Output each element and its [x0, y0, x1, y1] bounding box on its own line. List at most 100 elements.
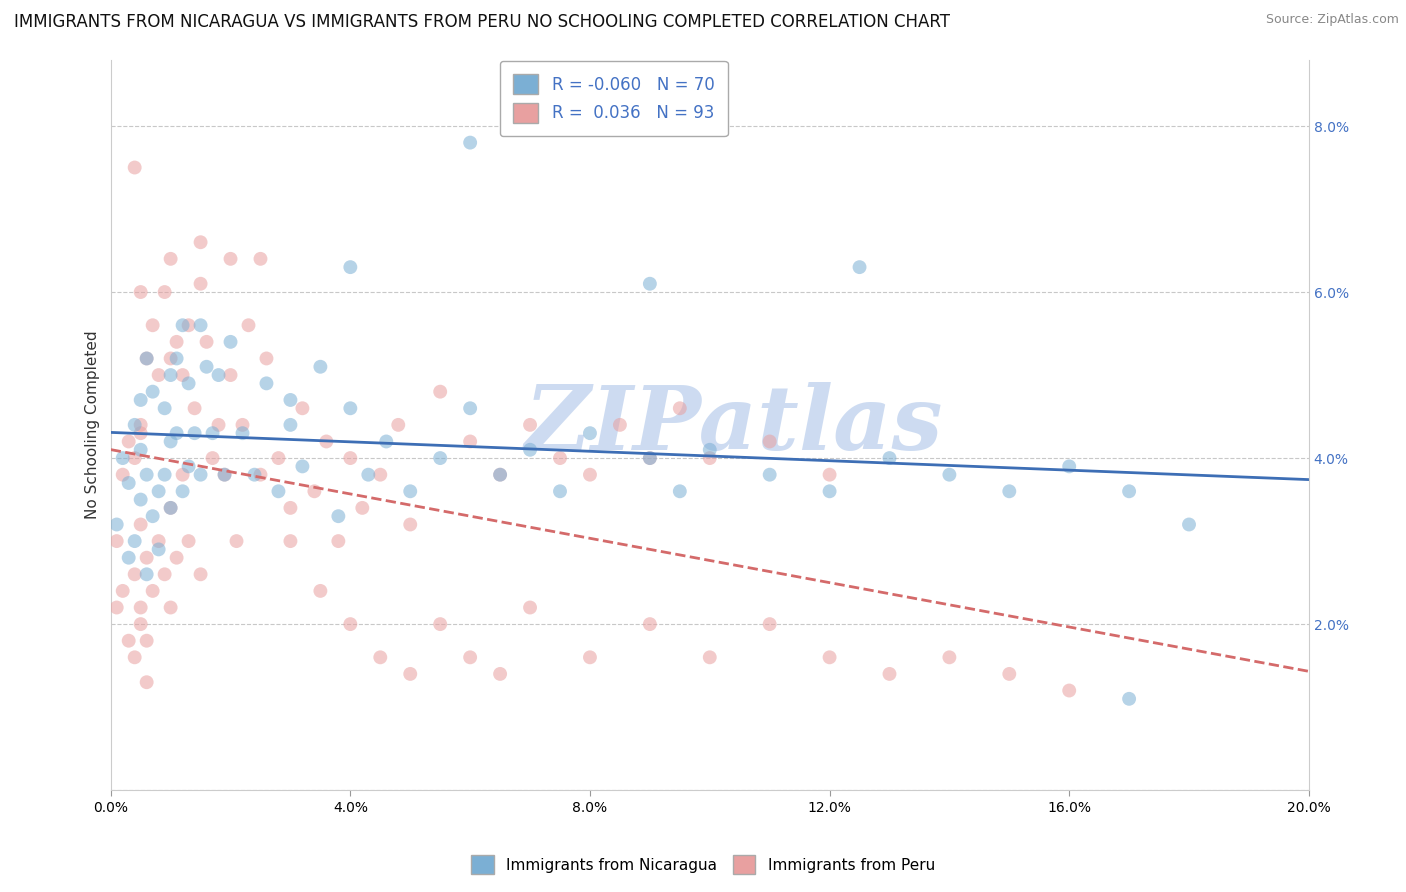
Point [1118, 691, 1140, 706]
Point [129, 442, 152, 457]
Text: IMMIGRANTS FROM NICARAGUA VS IMMIGRANTS FROM PERU NO SCHOOLING COMPLETED CORRELA: IMMIGRANTS FROM NICARAGUA VS IMMIGRANTS … [14, 13, 950, 31]
Point [190, 567, 212, 582]
Point [148, 484, 170, 499]
Point [339, 451, 361, 466]
Point [159, 351, 181, 366]
Point [328, 534, 350, 549]
Legend: Immigrants from Nicaragua, Immigrants from Peru: Immigrants from Nicaragua, Immigrants fr… [465, 849, 941, 880]
Point [153, 467, 176, 482]
Point [818, 650, 841, 665]
Point [219, 252, 242, 266]
Point [148, 368, 170, 382]
Legend: R = -0.060   N = 70, R =  0.036   N = 93: R = -0.060 N = 70, R = 0.036 N = 93 [501, 61, 728, 136]
Point [256, 351, 278, 366]
Point [399, 667, 422, 681]
Point [879, 667, 901, 681]
Point [339, 401, 361, 416]
Point [548, 484, 571, 499]
Point [135, 550, 157, 565]
Point [153, 567, 176, 582]
Point [135, 675, 157, 690]
Point [938, 650, 960, 665]
Point [177, 318, 200, 333]
Point [879, 451, 901, 466]
Point [291, 401, 314, 416]
Point [219, 334, 242, 349]
Point [548, 451, 571, 466]
Point [195, 334, 218, 349]
Point [699, 650, 721, 665]
Point [190, 235, 212, 250]
Point [135, 351, 157, 366]
Point [142, 509, 165, 524]
Point [159, 252, 181, 266]
Point [699, 451, 721, 466]
Point [118, 550, 141, 565]
Point [519, 600, 541, 615]
Point [153, 401, 176, 416]
Point [166, 351, 188, 366]
Point [124, 534, 146, 549]
Point [238, 318, 260, 333]
Point [111, 467, 134, 482]
Point [280, 392, 302, 407]
Point [105, 534, 128, 549]
Point [105, 600, 128, 615]
Point [111, 451, 134, 466]
Point [172, 484, 194, 499]
Point [195, 359, 218, 374]
Point [124, 417, 146, 432]
Point [458, 650, 481, 665]
Point [368, 467, 391, 482]
Point [111, 583, 134, 598]
Point [183, 426, 205, 441]
Point [357, 467, 380, 482]
Point [201, 426, 224, 441]
Point [609, 417, 631, 432]
Point [142, 318, 165, 333]
Point [129, 517, 152, 532]
Point [638, 617, 661, 632]
Point [159, 500, 181, 515]
Point [638, 277, 661, 291]
Point [148, 542, 170, 557]
Point [758, 434, 780, 449]
Point [207, 368, 229, 382]
Point [172, 467, 194, 482]
Point [339, 260, 361, 274]
Point [105, 517, 128, 532]
Point [519, 442, 541, 457]
Text: Source: ZipAtlas.com: Source: ZipAtlas.com [1265, 13, 1399, 27]
Point [699, 442, 721, 457]
Point [291, 459, 314, 474]
Point [124, 451, 146, 466]
Point [124, 161, 146, 175]
Point [214, 467, 236, 482]
Point [153, 285, 176, 299]
Point [159, 600, 181, 615]
Point [352, 500, 374, 515]
Point [579, 467, 602, 482]
Point [1178, 517, 1201, 532]
Point [315, 434, 337, 449]
Point [458, 401, 481, 416]
Point [339, 617, 361, 632]
Point [243, 467, 266, 482]
Point [399, 517, 422, 532]
Point [129, 392, 152, 407]
Point [207, 417, 229, 432]
Point [129, 417, 152, 432]
Point [135, 567, 157, 582]
Point [267, 484, 290, 499]
Point [429, 384, 451, 399]
Point [142, 384, 165, 399]
Point [429, 451, 451, 466]
Point [118, 434, 141, 449]
Point [190, 277, 212, 291]
Point [118, 633, 141, 648]
Point [190, 467, 212, 482]
Y-axis label: No Schooling Completed: No Schooling Completed [86, 331, 100, 519]
Point [142, 583, 165, 598]
Point [579, 650, 602, 665]
Point [489, 467, 512, 482]
